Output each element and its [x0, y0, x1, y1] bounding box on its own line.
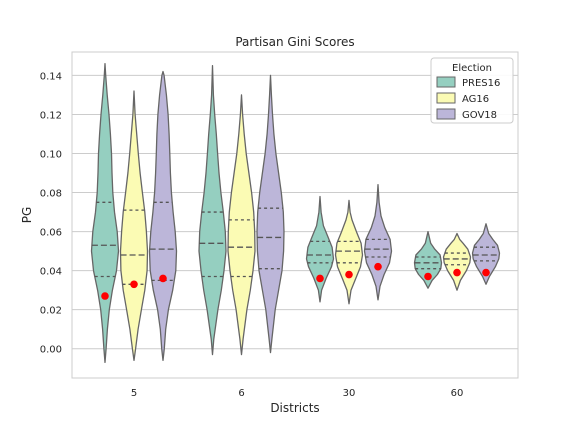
violin-ag16-30 [334, 199, 364, 305]
y-tick-label: 0.08 [40, 189, 62, 200]
x-axis: 5 6 30 60 [131, 388, 464, 399]
x-axis-label: Districts [270, 401, 319, 415]
observed-marker [424, 272, 432, 281]
y-tick-label: 0.12 [40, 110, 62, 121]
legend-title: Election [452, 63, 492, 74]
legend-label: GOV18 [462, 110, 497, 121]
observed-marker [374, 262, 382, 271]
observed-marker [345, 270, 353, 279]
observed-marker [453, 268, 461, 277]
x-tick-label: 6 [238, 388, 244, 399]
y-tick-label: 0.14 [40, 71, 62, 82]
x-tick-label: 60 [451, 388, 464, 399]
violin-pres16-60 [413, 230, 443, 289]
observed-marker [482, 268, 490, 277]
violin-pres16-6 [198, 65, 227, 356]
violin-ag16-5 [119, 90, 149, 362]
legend: Election PRES16 AG16 GOV18 [430, 57, 514, 124]
violin-ag16-6 [227, 94, 256, 356]
observed-marker [101, 292, 109, 300]
y-tick-label: 0.06 [40, 228, 62, 239]
legend-label: PRES16 [462, 78, 500, 89]
legend-box [430, 57, 514, 124]
violin-gov18-6 [256, 74, 285, 354]
violin-gov18-5 [148, 70, 178, 362]
y-tick-label: 0.02 [40, 306, 62, 317]
y-tick-label: 0.04 [40, 267, 62, 278]
violin-ag16-60 [442, 232, 472, 291]
observed-marker [159, 274, 167, 283]
legend-label: AG16 [462, 94, 489, 105]
legend-swatch [436, 108, 456, 120]
observed-marker [130, 280, 138, 289]
y-axis: 0.00 0.02 0.04 0.06 0.08 0.10 0.12 0.14 [40, 71, 62, 355]
chart-title: Partisan Gini Scores [235, 35, 354, 49]
y-tick-label: 0.00 [40, 345, 62, 356]
violin-pres16-5 [90, 63, 120, 364]
x-tick-label: 30 [343, 388, 356, 399]
plot-frame [71, 51, 519, 379]
violin-plot-area [90, 63, 501, 364]
violin-gov18-30 [363, 184, 393, 301]
legend-swatch [436, 92, 456, 104]
y-axis-label: PG [20, 207, 34, 224]
x-tick-label: 5 [131, 388, 137, 399]
violin-pres16-30 [305, 195, 335, 303]
legend-swatch [436, 76, 456, 88]
observed-marker [316, 274, 324, 283]
y-tick-label: 0.10 [40, 150, 62, 161]
